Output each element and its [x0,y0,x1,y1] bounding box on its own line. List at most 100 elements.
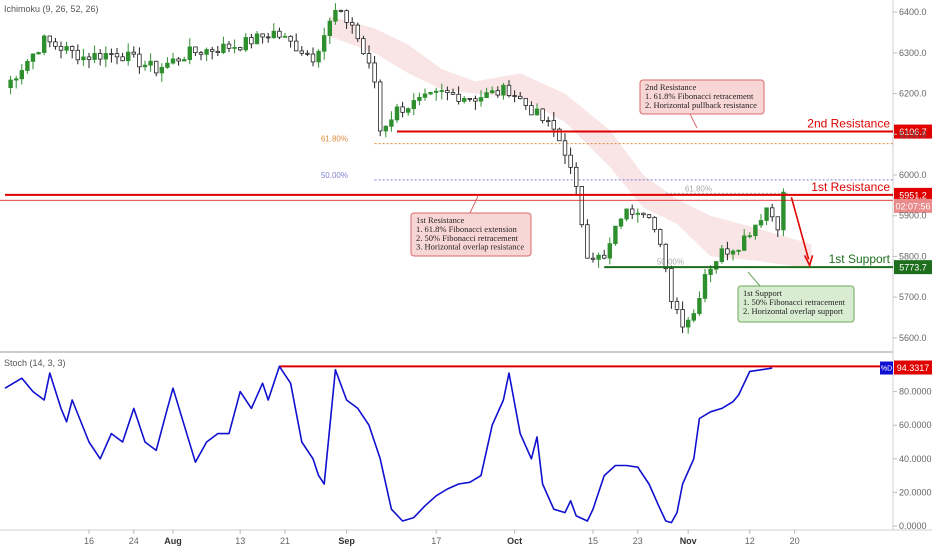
annotation-line: 1. 50% Fibonacci retracement [743,297,846,307]
candle [288,35,293,48]
price-tick-label: 5900.0 [899,211,927,221]
candle [646,213,652,219]
candle [25,59,30,74]
countdown-label: 02:07:56 [895,201,930,211]
price-axis: 5600.0 5700.0 5800.0 5900.0 6000.0 6100.0 6200… [893,7,927,343]
candle [193,46,198,57]
candle [120,52,125,62]
candle [221,36,226,55]
candle [501,83,506,100]
candle [523,98,528,110]
candle [232,39,237,54]
time-tick-label: 23 [633,536,643,546]
annotation-title: 1st Support [743,288,783,298]
stoch-tick-label: 80.0000 [899,387,932,397]
candle [445,86,450,101]
candle [506,80,512,98]
candle [170,52,176,65]
candle [484,87,489,99]
stoch-d-line[interactable] [4,365,773,524]
candle [86,52,92,69]
candle [450,88,456,96]
candle [333,3,338,25]
candle [181,56,187,62]
candle [293,33,299,52]
candle [781,188,786,237]
candle-layer [8,3,786,334]
price-tick-label: 5700.0 [899,292,927,302]
stoch-layer: %D [4,361,893,524]
time-tick-label: Oct [507,536,522,546]
stoch-series-name: %D [881,366,892,373]
candle [417,92,422,106]
candle [58,41,64,59]
candle [641,212,646,218]
candle [461,96,467,104]
level-name-label: 2nd Resistance [807,117,890,131]
candle [624,208,629,222]
candle [433,87,439,101]
candle [579,186,584,228]
price-tag: 5951.2 [894,187,932,202]
stoch-tick-label: 60.0000 [899,420,932,430]
annotation-title: 1st Resistance [416,215,465,225]
candle [719,245,724,264]
ichimoku-indicator-label[interactable]: Ichimoku (9, 26, 52, 26) [4,4,99,14]
candle [254,30,260,45]
candle [467,97,472,102]
candle [574,162,579,195]
candle [540,108,545,124]
candle [237,46,243,52]
candle [215,45,220,57]
projection-arrow-head [803,255,814,268]
candle [400,101,405,118]
stoch-indicator-label[interactable]: Stoch (14, 3, 3) [4,358,66,368]
candle [344,9,349,29]
candle [321,27,327,60]
stoch-series-badge: %D [880,361,893,375]
candle [551,111,556,137]
candle [64,41,69,55]
countdown-tag: 02:07:56 [894,198,932,213]
candle [226,41,232,53]
time-tick-label: 16 [84,536,94,546]
candle [557,127,562,142]
price-tick-label: 6000.0 [899,170,927,180]
candle [53,37,58,50]
candle [277,27,282,40]
stoch-panel-background [0,354,893,530]
time-tick-label: Aug [164,536,182,546]
candle [383,125,388,138]
price-tick-label: 5600.0 [899,333,927,343]
candle [680,301,685,334]
annotation-line: 1. 61.8% Fibonacci extension [416,224,518,234]
candle [338,9,344,13]
price-tick-label: 6400.0 [899,7,927,17]
candle [478,90,484,107]
annotation-line: 2. Horizontal pullback resistance [645,100,757,110]
candle [204,47,209,61]
candle [299,46,304,56]
candle [669,265,674,309]
candle [13,75,19,89]
candle [349,17,355,34]
candle [652,216,657,233]
fib-label: 50.00% [321,171,348,180]
candle [377,79,383,137]
candle [153,60,159,77]
candle [697,291,702,316]
ichimoku-cloud-layer [329,16,812,269]
time-tick-label: 20 [790,536,800,546]
candle [730,249,736,261]
projection-arrow [790,197,810,260]
time-tick-label: 21 [280,536,290,546]
candle [422,88,428,101]
candle [30,53,36,70]
candle [389,111,394,132]
time-tick-label: 15 [588,536,598,546]
candle [758,213,764,228]
